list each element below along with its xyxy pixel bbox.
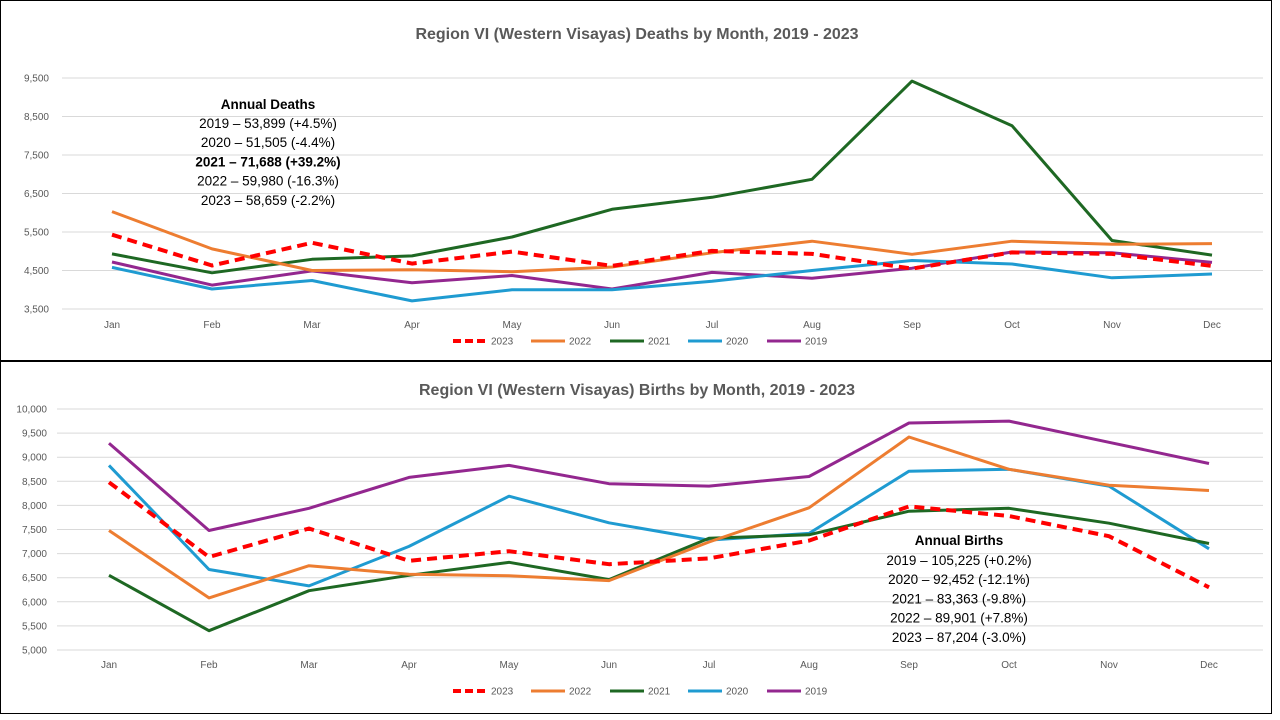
births-y-tick-label: 7,500 [22, 525, 47, 536]
deaths-x-tick-label: Apr [404, 320, 420, 331]
births-annotation-line: 2020 – 92,452 (-12.1%) [888, 572, 1030, 587]
deaths-x-tick-label: Jun [604, 320, 620, 331]
births-y-tick-label: 6,500 [22, 573, 47, 584]
births-x-tick-label: Dec [1200, 660, 1218, 671]
deaths-series-line-2022 [111, 210, 1213, 274]
births-y-tick-label: 6,000 [22, 597, 47, 608]
deaths-x-tick-label: Mar [303, 320, 321, 331]
births-y-tick-label: 9,500 [22, 429, 47, 440]
births-line-chart: Region VI (Western Visayas) Births by Mo… [16, 382, 1263, 698]
births-x-tick-label: Mar [300, 660, 318, 671]
deaths-line-chart: Region VI (Western Visayas) Deaths by Mo… [24, 26, 1263, 348]
deaths-annotation-line: 2022 – 59,980 (-16.3%) [197, 174, 339, 189]
births-annotation-line: 2019 – 105,225 (+0.2%) [886, 553, 1031, 568]
deaths-legend-label-2023: 2023 [491, 337, 514, 348]
births-y-tick-label: 8,500 [22, 477, 47, 488]
births-x-tick-label: Nov [1100, 660, 1118, 671]
deaths-legend-label-2020: 2020 [726, 337, 749, 348]
deaths-y-tick-label: 3,500 [24, 305, 49, 316]
deaths-y-tick-label: 9,500 [24, 74, 49, 85]
births-chart-title: Region VI (Western Visayas) Births by Mo… [419, 382, 855, 399]
births-x-tick-label: Jul [703, 660, 716, 671]
deaths-annotation-line: 2019 – 53,899 (+4.5%) [199, 116, 337, 131]
deaths-x-tick-label: Sep [903, 320, 921, 331]
births-legend-label-2020: 2020 [726, 687, 749, 698]
deaths-x-tick-label: Aug [803, 320, 821, 331]
births-x-tick-label: Sep [900, 660, 918, 671]
deaths-x-tick-label: Dec [1203, 320, 1221, 331]
births-annotation-line: 2023 – 87,204 (-3.0%) [892, 630, 1026, 645]
deaths-series-line-2023 [111, 232, 1213, 271]
deaths-legend-label-2019: 2019 [805, 337, 828, 348]
deaths-chart-title: Region VI (Western Visayas) Deaths by Mo… [415, 26, 858, 43]
deaths-y-tick-label: 4,500 [24, 266, 49, 277]
births-x-tick-label: Feb [200, 660, 218, 671]
deaths-series-line-2020 [111, 259, 1213, 303]
births-annotation-heading: Annual Births [915, 533, 1004, 548]
deaths-x-tick-label: Jan [104, 320, 120, 331]
births-annotation-line: 2021 – 83,363 (-9.8%) [892, 591, 1026, 606]
births-y-tick-label: 8,000 [22, 501, 47, 512]
deaths-annotation-heading: Annual Deaths [221, 97, 316, 112]
births-series-line-2019 [108, 419, 1210, 532]
births-legend-label-2022: 2022 [569, 687, 592, 698]
deaths-x-tick-label: Oct [1004, 320, 1020, 331]
deaths-annotation-line: 2020 – 51,505 (-4.4%) [201, 135, 335, 150]
births-x-tick-label: May [500, 660, 519, 671]
births-legend-label-2019: 2019 [805, 687, 828, 698]
births-chart-panel: Region VI (Western Visayas) Births by Mo… [0, 361, 1272, 714]
births-y-tick-label: 5,500 [22, 621, 47, 632]
births-y-tick-label: 9,000 [22, 453, 47, 464]
deaths-x-tick-label: Nov [1103, 320, 1121, 331]
deaths-y-tick-label: 7,500 [24, 151, 49, 162]
deaths-y-tick-label: 6,500 [24, 189, 49, 200]
births-legend-label-2021: 2021 [648, 687, 671, 698]
births-annotation-line: 2022 – 89,901 (+7.8%) [890, 611, 1028, 626]
births-x-tick-label: Aug [800, 660, 818, 671]
deaths-y-tick-label: 5,500 [24, 228, 49, 239]
deaths-annotation-line: 2023 – 58,659 (-2.2%) [201, 193, 335, 208]
births-x-tick-label: Apr [401, 660, 417, 671]
births-x-tick-label: Jun [601, 660, 617, 671]
births-series-line-2021 [108, 506, 1210, 633]
deaths-legend-label-2022: 2022 [569, 337, 592, 348]
births-legend-label-2023: 2023 [491, 687, 514, 698]
births-y-tick-label: 7,000 [22, 549, 47, 560]
deaths-x-tick-label: Feb [203, 320, 221, 331]
births-y-tick-label: 5,000 [22, 646, 47, 657]
births-series-line-2023 [107, 480, 1210, 590]
births-x-tick-label: Jan [101, 660, 117, 671]
deaths-chart-panel: Region VI (Western Visayas) Deaths by Mo… [0, 0, 1272, 361]
births-y-tick-label: 10,000 [16, 405, 47, 416]
deaths-legend-label-2021: 2021 [648, 337, 671, 348]
deaths-x-tick-label: Jul [706, 320, 719, 331]
deaths-y-tick-label: 8,500 [24, 112, 49, 123]
deaths-x-tick-label: May [503, 320, 522, 331]
births-x-tick-label: Oct [1001, 660, 1017, 671]
deaths-series-line-2021 [111, 79, 1213, 275]
deaths-annotation-line: 2021 – 71,688 (+39.2%) [195, 154, 340, 169]
